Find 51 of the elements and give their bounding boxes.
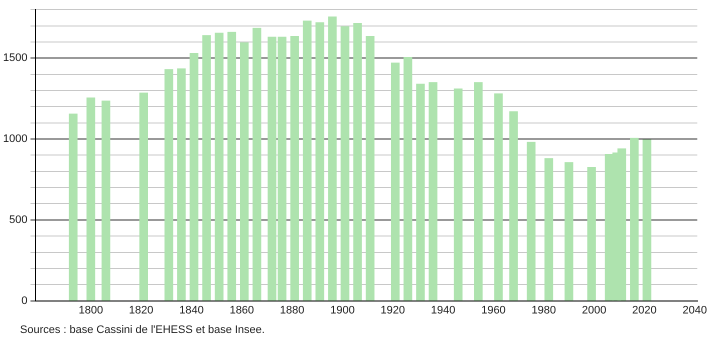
y-tick-label: 1000 xyxy=(2,133,28,146)
bar xyxy=(164,69,174,301)
bar xyxy=(139,92,148,301)
bar xyxy=(564,162,574,301)
bar xyxy=(68,114,78,301)
x-tick-label: 1840 xyxy=(179,304,204,316)
bar xyxy=(177,68,186,301)
y-tick-label: 500 xyxy=(9,214,28,226)
x-tick-label: 2040 xyxy=(682,304,707,316)
x-tick-label: 1800 xyxy=(78,304,104,316)
x-tick-label: 1880 xyxy=(280,304,304,316)
source-note: Sources : base Cassini de l'EHESS et base Insee. xyxy=(20,324,265,336)
bar xyxy=(302,20,312,301)
bar xyxy=(252,28,262,301)
bar xyxy=(102,100,110,301)
bar xyxy=(328,16,337,301)
bar xyxy=(202,35,211,301)
x-tick-label: 1920 xyxy=(380,304,406,316)
x-tick-label: 1820 xyxy=(128,304,154,316)
bar xyxy=(587,167,596,301)
bar xyxy=(494,93,503,301)
bar xyxy=(630,138,639,301)
bar xyxy=(353,23,362,301)
bar xyxy=(526,142,536,301)
bar xyxy=(474,82,483,301)
x-tick-label: 2000 xyxy=(582,304,606,316)
bar xyxy=(390,62,400,301)
x-tick-label: 1960 xyxy=(481,304,506,316)
x-tick-label: 1980 xyxy=(532,304,556,316)
bar xyxy=(428,82,438,301)
bar xyxy=(340,26,350,301)
y-tick-label: 1500 xyxy=(2,52,28,64)
bar xyxy=(642,140,652,301)
x-tick-label: 1900 xyxy=(330,304,355,316)
bar xyxy=(227,32,236,301)
bar xyxy=(315,22,324,301)
bar xyxy=(240,42,249,301)
x-tick-label: 1860 xyxy=(230,304,254,316)
x-tick-label: 1940 xyxy=(430,304,456,316)
bar xyxy=(190,52,198,301)
bar xyxy=(86,97,96,301)
bar xyxy=(290,36,299,301)
y-tick-label: 0 xyxy=(21,294,28,307)
bar xyxy=(544,158,554,301)
bar xyxy=(366,36,374,301)
bar xyxy=(404,56,412,301)
x-tick-label: 2020 xyxy=(632,304,657,316)
bar xyxy=(416,84,425,301)
bar xyxy=(454,88,463,301)
bar xyxy=(509,111,518,301)
bar xyxy=(214,32,224,301)
